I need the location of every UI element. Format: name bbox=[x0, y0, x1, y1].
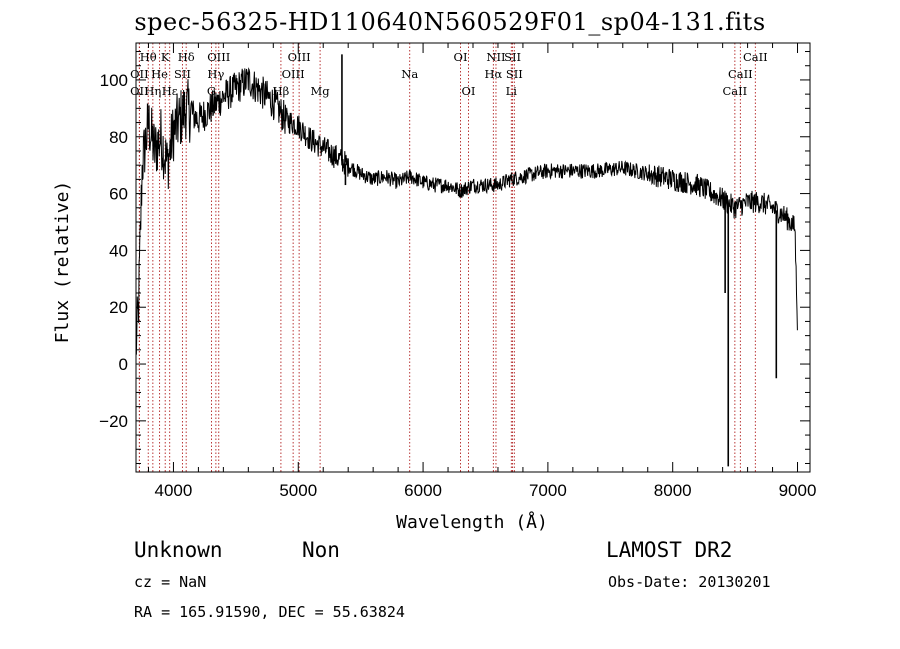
chart-axes: 4000 5000 6000 7000 8000 9000 −20 0 20 40 60 80 100 bbox=[99, 42, 817, 500]
spectral-line-label: G bbox=[207, 84, 216, 98]
spectral-line-label: Mg bbox=[311, 84, 331, 98]
spectral-line-label: OI bbox=[462, 84, 476, 98]
spectral-line-label: Hδ bbox=[178, 50, 195, 64]
cz-value: cz = NaN bbox=[134, 573, 207, 591]
x-tick-label: 6000 bbox=[404, 481, 442, 500]
spectral-line-label: Hθ bbox=[140, 50, 157, 64]
spectral-line-label: CaII bbox=[743, 50, 768, 64]
y-tick-label: 0 bbox=[119, 355, 128, 374]
spectral-line-label: SII bbox=[174, 67, 191, 81]
spectral-line-label: CaII bbox=[722, 84, 747, 98]
spectrum-line bbox=[135, 67, 798, 355]
y-tick-label: 20 bbox=[109, 298, 128, 317]
spectral-line-label: K bbox=[161, 50, 170, 64]
spectral-line-label: OII bbox=[130, 84, 149, 98]
spectral-line-label: Hε bbox=[162, 84, 178, 98]
spectral-line-label: OIII bbox=[207, 50, 230, 64]
spectral-line-label: Hη bbox=[144, 84, 161, 98]
spectral-line-label: OII bbox=[130, 67, 149, 81]
x-tick-label: 4000 bbox=[155, 481, 193, 500]
spectral-line-markers bbox=[138, 43, 756, 472]
survey-label: LAMOST DR2 bbox=[606, 538, 733, 562]
spectral-line-label: CaII bbox=[728, 67, 753, 81]
spectral-line-label: He bbox=[151, 67, 168, 81]
y-tick-label: 100 bbox=[100, 71, 128, 90]
y-axis-label: Flux (relative) bbox=[52, 181, 73, 344]
plot-frame bbox=[135, 42, 811, 473]
y-tick-label: 40 bbox=[109, 241, 128, 260]
spectral-line-label: NII bbox=[486, 50, 505, 64]
y-tick-label: 60 bbox=[109, 185, 128, 204]
x-axis-label: Wavelength (Å) bbox=[396, 511, 548, 533]
spectral-line-label: OIII bbox=[288, 50, 311, 64]
x-tick-label: 7000 bbox=[529, 481, 567, 500]
spectral-line-label: OIII bbox=[282, 67, 305, 81]
x-tick-label: 8000 bbox=[654, 481, 692, 500]
ra-dec-coordinates: RA = 165.91590, DEC = 55.63824 bbox=[134, 603, 405, 621]
spectrum-series bbox=[135, 54, 798, 467]
spectral-line-label: Hγ bbox=[207, 67, 224, 81]
spectral-line-label: SII bbox=[504, 50, 521, 64]
subclass-label: Non bbox=[302, 538, 340, 562]
spectral-line-label: OI bbox=[454, 50, 468, 64]
spectral-line-label: SII bbox=[506, 67, 523, 81]
chart-title: spec-56325-HD110640N560529F01_sp04-131.f… bbox=[134, 8, 766, 36]
y-tick-label: 80 bbox=[109, 128, 128, 147]
class-label: Unknown bbox=[134, 538, 223, 562]
spectral-line-label: Hα bbox=[484, 67, 502, 81]
x-tick-label: 9000 bbox=[779, 481, 817, 500]
obs-date: Obs-Date: 20130201 bbox=[608, 573, 771, 591]
spectral-line-label: Na bbox=[401, 67, 418, 81]
y-tick-label: −20 bbox=[99, 412, 128, 431]
spectral-line-label: Li bbox=[506, 84, 518, 98]
x-tick-label: 5000 bbox=[279, 481, 317, 500]
